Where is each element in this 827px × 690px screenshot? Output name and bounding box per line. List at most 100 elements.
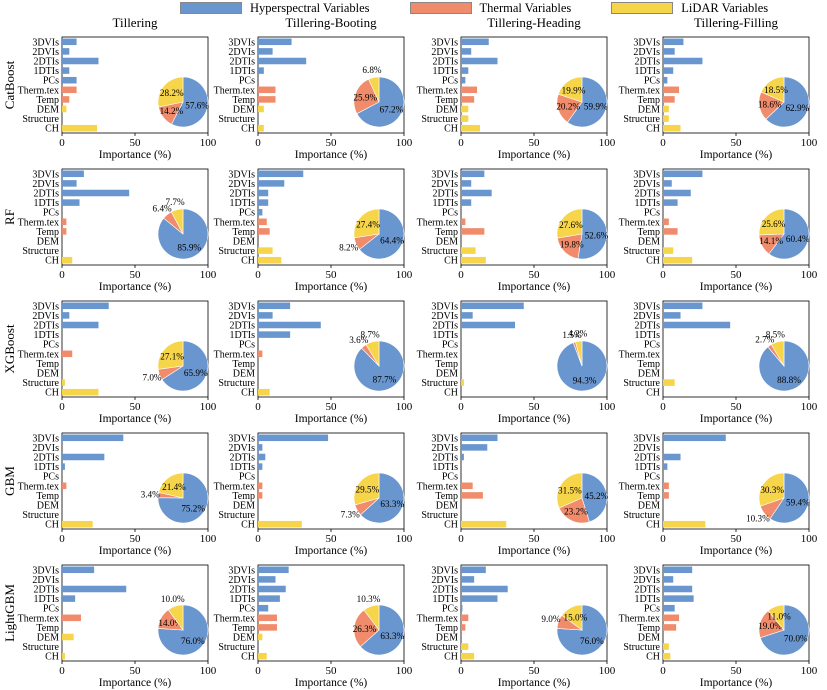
- pie-slice: [353, 609, 380, 648]
- x-axis-label: Importance (%): [295, 149, 368, 161]
- x-tick-label: 100: [396, 269, 413, 281]
- pie-label: 4.2%: [568, 328, 587, 338]
- x-tick-label: 0: [59, 137, 65, 149]
- bar: [663, 321, 731, 329]
- x-axis-label: Importance (%): [99, 545, 172, 557]
- bar: [461, 379, 464, 386]
- bar: [258, 96, 276, 103]
- pie-slice: [161, 340, 209, 392]
- y-tick-label: 2DTIs: [634, 585, 660, 596]
- y-tick-label: 2DTIs: [634, 453, 660, 464]
- y-tick-label: Temp: [232, 491, 255, 502]
- y-tick-label: DEM: [638, 105, 660, 116]
- x-tick-label: 100: [599, 533, 616, 545]
- x-tick-label: 50: [326, 533, 338, 545]
- bar: [663, 463, 668, 470]
- pie-label: 57.6%: [185, 101, 209, 111]
- y-tick-label: 1DTIs: [33, 462, 59, 473]
- x-axis-label: Importance (%): [700, 281, 773, 293]
- pie-slice: [558, 497, 590, 524]
- y-tick-label: 2DTIs: [634, 321, 660, 332]
- y-tick-label: PCs: [644, 340, 660, 351]
- bar: [62, 463, 65, 470]
- bar: [258, 482, 263, 490]
- legend-swatch-thermal: [409, 2, 472, 14]
- pie-label: 25.9%: [353, 93, 377, 103]
- y-tick-label: 2DVIs: [633, 443, 660, 454]
- bar: [258, 247, 273, 254]
- y-tick-label: Therm.tex: [619, 481, 660, 492]
- y-tick-label: 1DTIs: [432, 330, 458, 341]
- y-tick-label: DEM: [436, 237, 458, 248]
- bar: [461, 105, 469, 113]
- pie-label: 8.5%: [766, 329, 785, 339]
- y-tick-label: 2DVIs: [431, 47, 458, 58]
- pie-slice: [758, 208, 785, 236]
- bar: [663, 57, 703, 65]
- x-tick-label: 50: [529, 269, 541, 281]
- pie-slice: [575, 340, 583, 367]
- bar: [663, 492, 669, 499]
- x-tick-label: 50: [130, 269, 142, 281]
- y-tick-label: Therm.tex: [417, 613, 458, 624]
- column-title: Tillering-Filling: [694, 15, 779, 30]
- x-tick-label: 50: [326, 137, 338, 149]
- pie-label: 60.4%: [786, 234, 810, 244]
- y-tick-label: 3DVIs: [633, 433, 660, 444]
- bar: [62, 453, 105, 461]
- pie-slice: [556, 208, 583, 239]
- x-axis-label: Importance (%): [99, 413, 172, 425]
- y-tick-label: PCs: [442, 604, 458, 615]
- bar: [461, 38, 489, 46]
- x-tick-label: 50: [529, 533, 541, 545]
- bar: [258, 595, 280, 602]
- x-tick-label: 0: [255, 665, 261, 677]
- x-tick-label: 50: [731, 269, 743, 281]
- bar: [461, 643, 469, 650]
- y-tick-label: DEM: [638, 501, 660, 512]
- bar: [62, 595, 76, 602]
- pie-slice: [167, 604, 184, 631]
- x-tick-label: 0: [59, 401, 65, 413]
- pie-label: 8.2%: [339, 242, 358, 252]
- legend-label-thermal: Thermal Variables: [479, 0, 572, 15]
- legend-label-lidar: LiDAR Variables: [681, 0, 769, 15]
- y-tick-label: 2DVIs: [32, 575, 59, 586]
- x-tick-label: 0: [660, 137, 666, 149]
- y-tick-label: Therm.tex: [619, 85, 660, 96]
- y-tick-label: 3DVIs: [431, 433, 458, 444]
- row-title: RF: [2, 209, 17, 225]
- bar: [461, 492, 483, 499]
- pie-label: 10.0%: [161, 594, 185, 604]
- y-tick-label: PCs: [644, 76, 660, 87]
- y-tick-label: 2DVIs: [431, 311, 458, 322]
- x-tick-label: 50: [529, 137, 541, 149]
- bar: [461, 247, 476, 254]
- pie-slice: [353, 208, 380, 239]
- pie-label: 18.6%: [758, 100, 782, 110]
- y-tick-label: Structure: [623, 114, 660, 125]
- y-tick-label: CH: [241, 520, 255, 531]
- bar: [461, 199, 472, 206]
- y-tick-label: 1DTIs: [229, 330, 255, 341]
- y-tick-label: Therm.tex: [214, 217, 255, 228]
- bar: [62, 189, 130, 197]
- bar: [663, 566, 693, 574]
- legend: Hyperspectral Variables Thermal Variable…: [180, 0, 808, 16]
- bar: [461, 228, 485, 235]
- y-tick-label: 1DTIs: [634, 594, 660, 605]
- y-tick-label: 2DVIs: [32, 179, 59, 190]
- y-tick-label: DEM: [233, 633, 255, 644]
- y-tick-label: Structure: [421, 378, 458, 389]
- pie-label: 2.7%: [755, 334, 774, 344]
- y-tick-label: Therm.tex: [214, 85, 255, 96]
- bar: [461, 576, 475, 583]
- y-tick-label: 2DVIs: [431, 179, 458, 190]
- pie-label: 19.8%: [560, 239, 584, 249]
- y-tick-label: Therm.tex: [619, 613, 660, 624]
- y-tick-label: Therm.tex: [18, 85, 59, 96]
- x-tick-label: 100: [599, 401, 616, 413]
- pie-label: 19.9%: [562, 85, 586, 95]
- y-tick-label: Temp: [637, 623, 660, 634]
- x-tick-label: 50: [731, 137, 743, 149]
